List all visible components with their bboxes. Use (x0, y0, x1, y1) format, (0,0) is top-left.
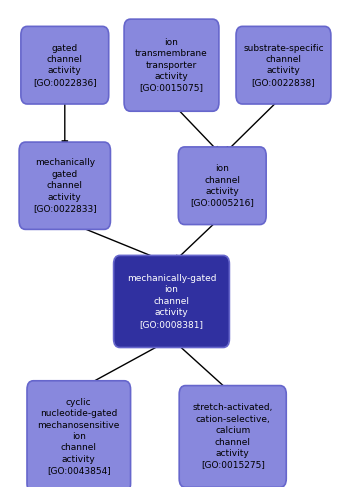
FancyBboxPatch shape (21, 27, 109, 104)
Text: ion
channel
activity
[GO:0005216]: ion channel activity [GO:0005216] (190, 164, 254, 208)
FancyBboxPatch shape (124, 19, 219, 111)
Text: ion
transmembrane
transporter
activity
[GO:0015075]: ion transmembrane transporter activity [… (135, 38, 208, 92)
Text: mechanically-gated
ion
channel
activity
[GO:0008381]: mechanically-gated ion channel activity … (127, 274, 216, 329)
Text: mechanically
gated
channel
activity
[GO:0022833]: mechanically gated channel activity [GO:… (33, 158, 97, 213)
FancyBboxPatch shape (178, 147, 266, 224)
FancyBboxPatch shape (114, 255, 230, 347)
Text: substrate-specific
channel
activity
[GO:0022838]: substrate-specific channel activity [GO:… (243, 43, 324, 87)
Text: cyclic
nucleotide-gated
mechanosensitive
ion
channel
activity
[GO:0043854]: cyclic nucleotide-gated mechanosensitive… (37, 398, 120, 475)
FancyBboxPatch shape (27, 381, 131, 492)
FancyBboxPatch shape (19, 142, 110, 229)
Text: stretch-activated,
cation-selective,
calcium
channel
activity
[GO:0015275]: stretch-activated, cation-selective, cal… (192, 403, 273, 469)
FancyBboxPatch shape (236, 27, 331, 104)
FancyBboxPatch shape (179, 386, 286, 487)
Text: gated
channel
activity
[GO:0022836]: gated channel activity [GO:0022836] (33, 43, 97, 87)
